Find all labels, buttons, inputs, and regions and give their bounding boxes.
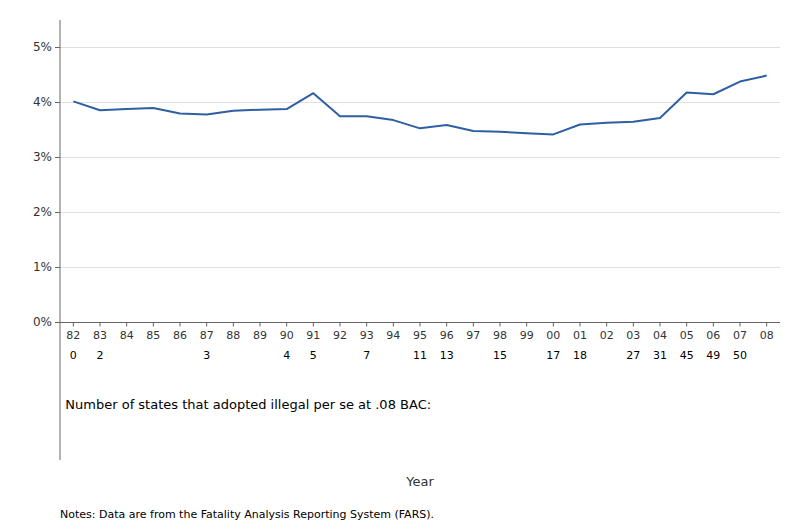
x-tick-label: 91: [306, 329, 320, 342]
x-tick-label: 93: [360, 329, 374, 342]
plot-area: [73, 76, 766, 135]
y-tick: [55, 47, 60, 48]
x-tick: [660, 323, 661, 327]
x-tick-label: 04: [653, 329, 667, 342]
state-count: 0: [70, 349, 77, 362]
x-tick: [286, 323, 287, 327]
y-tick: [55, 212, 60, 213]
x-tick-label: 06: [706, 329, 720, 342]
x-tick: [233, 323, 234, 327]
x-tick: [446, 323, 447, 327]
x-tick: [366, 323, 367, 327]
state-count: 13: [440, 349, 454, 362]
x-tick-label: 94: [386, 329, 400, 342]
x-tick-label: 03: [626, 329, 640, 342]
y-tick-label: 4%: [33, 95, 52, 109]
state-count: 2: [97, 349, 104, 362]
state-count: 3: [203, 349, 210, 362]
x-tick: [153, 323, 154, 327]
y-tick: [55, 322, 60, 323]
x-tick-label: 08: [760, 329, 774, 342]
state-count: 5: [310, 349, 317, 362]
x-tick: [126, 323, 127, 327]
x-tick: [766, 323, 767, 327]
x-axis-label: Year: [405, 474, 434, 489]
state-count: 49: [706, 349, 720, 362]
grid-line: [60, 267, 780, 268]
x-tick: [313, 323, 314, 327]
x-tick: [393, 323, 394, 327]
line: [73, 76, 766, 135]
x-tick: [340, 323, 341, 327]
x-tick-label: 92: [333, 329, 347, 342]
x-tick-label: 83: [93, 329, 107, 342]
x-tick: [633, 323, 634, 327]
y-tick: [55, 102, 60, 103]
state-count: 50: [733, 349, 747, 362]
state-count: 4: [283, 349, 290, 362]
x-tick-label: 90: [280, 329, 294, 342]
chart: 0% 1% 2% 3% 4% 5% 82 83 84 85 86 87 88 89 90 91 92 93 94 95…: [0, 0, 800, 530]
x-tick: [526, 323, 527, 327]
state-count: 15: [493, 349, 507, 362]
x-tick-label: 07: [733, 329, 747, 342]
y-tick-label: 5%: [33, 40, 52, 54]
state-count: 45: [680, 349, 694, 362]
x-tick-label: 97: [466, 329, 480, 342]
x-tick: [260, 323, 261, 327]
x-tick: [100, 323, 101, 327]
note: Notes: Data are from the Fatality Analys…: [60, 508, 434, 521]
x-tick: [206, 323, 207, 327]
state-count: 11: [413, 349, 427, 362]
x-tick-label: 82: [66, 329, 80, 342]
x-tick-label: 87: [200, 329, 214, 342]
x-tick-label: 01: [573, 329, 587, 342]
x-tick-label: 89: [253, 329, 267, 342]
grid-line: [60, 157, 780, 158]
x-tick-label: 99: [520, 329, 534, 342]
x-tick: [420, 323, 421, 327]
x-tick: [500, 323, 501, 327]
x-tick-label: 96: [440, 329, 454, 342]
y-axis: [60, 20, 61, 460]
state-count: 31: [653, 349, 667, 362]
x-tick: [73, 323, 74, 327]
x-tick: [606, 323, 607, 327]
state-count: 18: [573, 349, 587, 362]
x-tick-label: 86: [173, 329, 187, 342]
x-tick: [740, 323, 741, 327]
grid-line: [60, 102, 780, 103]
x-tick-label: 85: [146, 329, 160, 342]
x-tick-label: 05: [680, 329, 694, 342]
x-tick: [686, 323, 687, 327]
y-tick: [55, 157, 60, 158]
y-tick: [55, 267, 60, 268]
x-tick-label: 95: [413, 329, 427, 342]
x-tick: [713, 323, 714, 327]
x-tick-label: 02: [600, 329, 614, 342]
state-count: 27: [626, 349, 640, 362]
annotation: Number of states that adopted illegal pe…: [65, 397, 431, 412]
grid-line: [60, 212, 780, 213]
state-count: 17: [546, 349, 560, 362]
y-tick-label: 1%: [33, 260, 52, 274]
y-tick-label: 2%: [33, 205, 52, 219]
grid-line: [60, 47, 780, 48]
y-tick-label: 0%: [33, 315, 52, 329]
x-tick: [580, 323, 581, 327]
x-tick-label: 84: [120, 329, 134, 342]
x-tick: [180, 323, 181, 327]
y-tick-label: 3%: [33, 150, 52, 164]
x-tick-label: 88: [226, 329, 240, 342]
x-tick: [473, 323, 474, 327]
x-tick-label: 98: [493, 329, 507, 342]
x-tick-label: 00: [546, 329, 560, 342]
state-count: 7: [363, 349, 370, 362]
x-tick: [553, 323, 554, 327]
